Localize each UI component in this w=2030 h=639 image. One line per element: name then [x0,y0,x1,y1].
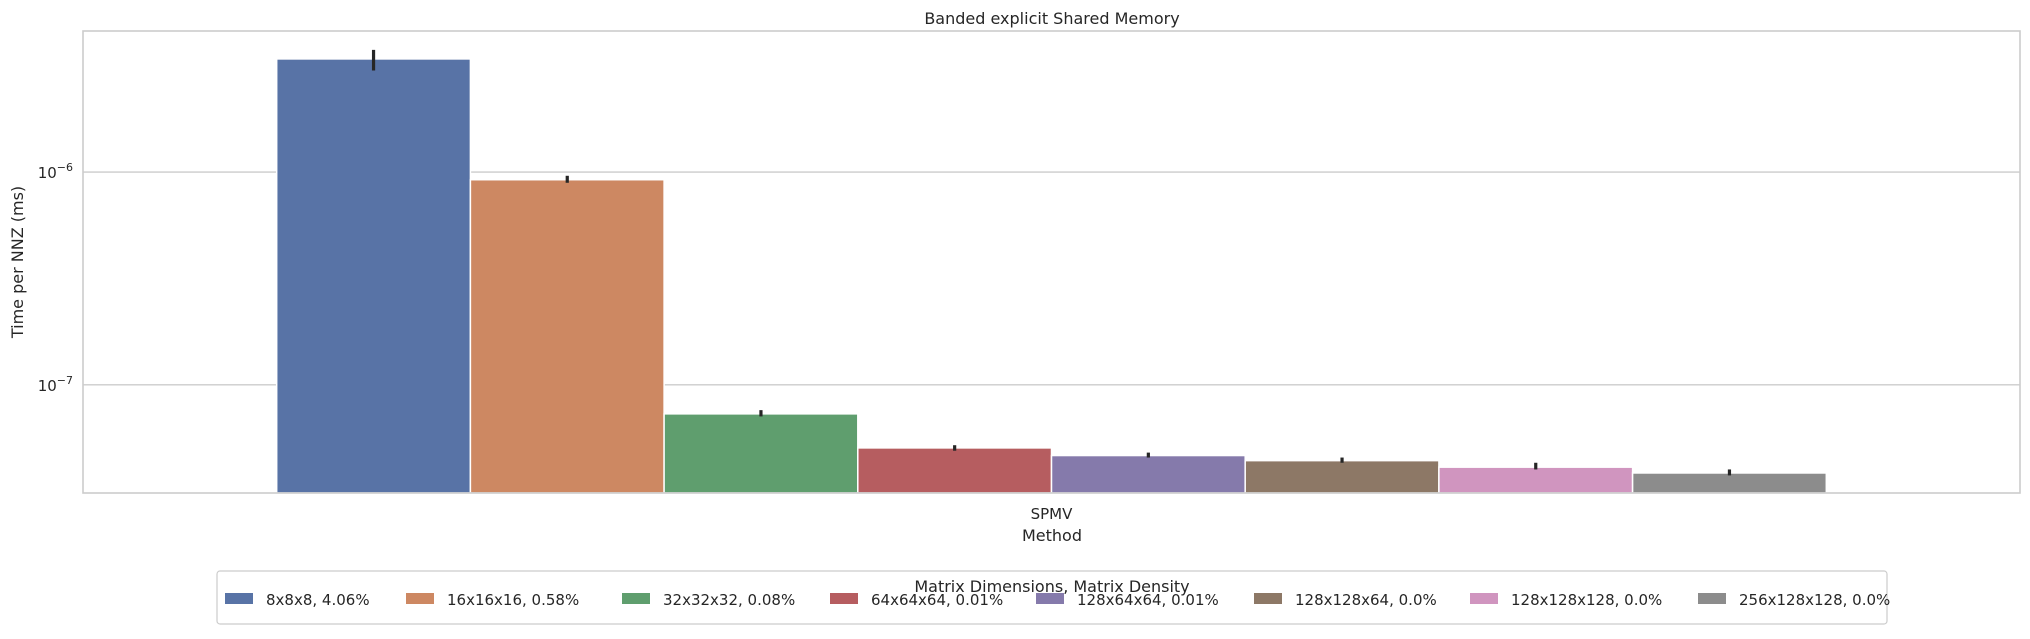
legend-items: 8x8x8, 4.06% 16x16x16, 0.58% 32x32x32, 0.0… [225,591,1890,609]
legend: Matrix Dimensions, Matrix Density 8x8x8,… [216,570,1890,625]
legend-swatch-7 [1470,593,1498,604]
x-tick-labels: SPMV [1031,505,1074,523]
legend-swatch-6 [1254,593,1282,604]
bar-7 [1438,466,1634,494]
legend-swatch-3 [622,593,650,604]
bars [275,58,1828,494]
y-axis-label: Time per NNZ (ms) [8,186,27,339]
legend-label-7: 128x128x128, 0.0% [1511,591,1662,609]
y-tick-label: 10−6 [38,161,73,182]
bar-1 [275,58,472,494]
bar-6 [1244,459,1440,494]
legend-label-1: 8x8x8, 4.06% [266,591,370,609]
x-tick-label: SPMV [1031,505,1074,523]
legend-title: Matrix Dimensions, Matrix Density [914,577,1189,596]
legend-label-8: 256x128x128, 0.0% [1739,591,1890,609]
chart-title: Banded explicit Shared Memory [924,9,1179,28]
bar-2 [469,178,665,494]
legend-label-3: 32x32x32, 0.08% [663,591,795,609]
y-tick-labels: 10−7 10−6 [38,161,73,395]
legend-swatch-1 [225,593,253,604]
legend-label-4: 64x64x64, 0.01% [871,591,1003,609]
legend-swatch-5 [1036,593,1064,604]
legend-swatch-4 [830,593,858,604]
legend-label-2: 16x16x16, 0.58% [447,591,579,609]
plot-frame [82,30,2021,494]
error-bars [371,49,1732,476]
bar-4 [857,447,1053,494]
legend-label-6: 128x128x64, 0.0% [1295,591,1437,609]
legend-swatch-8 [1698,593,1726,604]
bar-3 [663,413,859,494]
x-axis-label: Method [1022,526,1082,545]
legend-swatch-2 [406,593,434,604]
bar-5 [1050,454,1246,494]
legend-label-5: 128x64x64, 0.01% [1077,591,1219,609]
bar-8 [1631,472,1828,494]
y-tick-label: 10−7 [38,374,73,395]
